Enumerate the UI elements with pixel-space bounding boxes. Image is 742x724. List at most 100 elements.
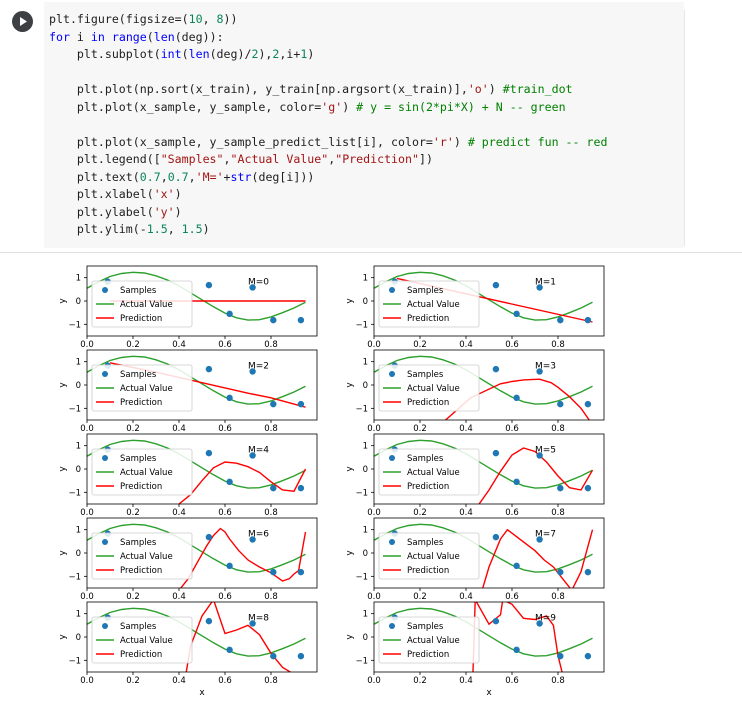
- code-token: len: [153, 29, 175, 44]
- plot-area: [374, 602, 593, 672]
- x-tick-label: 0.2: [126, 676, 140, 686]
- sample-point: [226, 562, 233, 570]
- x-axis-label: x: [199, 688, 205, 698]
- subplot-m-1: 0.0 0.2 0.4 0.6 0.8 1 0 −1 y M=1 Samples Actual Val…: [345, 265, 605, 350]
- code-editor[interactable]: plt.figure(figsize=(10, 8)) for i in ran…: [44, 2, 684, 248]
- code-token: 0.7: [139, 169, 161, 184]
- y-axis-label: y: [58, 466, 68, 472]
- code-token: 10: [188, 12, 203, 26]
- y-tick-label: 0: [76, 297, 81, 307]
- x-tick-label: 0.0: [367, 340, 381, 350]
- y-tick-label: 1: [76, 274, 81, 284]
- legend: Samples Actual Value Prediction: [378, 532, 480, 580]
- code-line: plt.xlabel('x'): [49, 187, 182, 201]
- y-tick-label: 1: [363, 274, 368, 284]
- output-divider: [0, 252, 742, 253]
- subplot-m-9: 0.0 0.2 0.4 0.6 0.8 1 0 −1 y x M=9 Samples Actual Va…: [345, 601, 605, 698]
- y-tick-label: 0: [76, 633, 81, 643]
- legend: Samples Actual Value Prediction: [91, 280, 193, 328]
- legend-entry-label: Prediction: [120, 398, 162, 408]
- code-token: plt.ylabel(: [49, 204, 154, 219]
- legend-entry-label: Prediction: [407, 398, 449, 408]
- x-tick-label: 0.6: [218, 592, 232, 602]
- x-tick-label: 0.6: [218, 508, 232, 518]
- legend-entry-label: Prediction: [407, 314, 449, 324]
- legend-entry-label: Prediction: [407, 482, 449, 492]
- legend-entry-label: Actual Value: [407, 468, 460, 478]
- code-line: plt.plot(np.sort(x_train), y_train[np.ar…: [49, 82, 573, 96]
- code-token: 2: [272, 47, 280, 61]
- legend: Samples Actual Value Prediction: [378, 364, 480, 412]
- legend-entry-label: Samples: [407, 370, 444, 380]
- y-tick-label: −1: [68, 320, 81, 330]
- x-tick-label: 0.0: [80, 424, 94, 434]
- y-tick-label: 0: [76, 465, 81, 475]
- x-tick-label: 0.0: [80, 508, 94, 518]
- legend-entry-label: Samples: [120, 454, 157, 464]
- x-tick-label: 0.8: [551, 676, 565, 686]
- legend-entry-label: Prediction: [120, 314, 162, 324]
- y-axis-label: y: [58, 382, 68, 388]
- code-token: in: [90, 29, 105, 44]
- actual-value-line: [87, 439, 306, 489]
- actual-value-line: [374, 439, 593, 489]
- legend-box: [378, 616, 480, 664]
- subplot-m-6: 0.0 0.2 0.4 0.6 0.8 1 0 −1 y M=6 Samples Actual Val…: [58, 517, 318, 602]
- y-axis-label: y: [58, 550, 68, 556]
- x-tick-label: 0.4: [172, 676, 186, 686]
- code-token: plt.subplot(: [49, 47, 161, 61]
- y-tick-label: −1: [68, 656, 81, 666]
- code-token: ): [342, 99, 357, 114]
- y-axis-label: y: [58, 634, 68, 640]
- y-tick-label: −1: [355, 656, 368, 666]
- code-token: 'x': [153, 187, 175, 201]
- code-line: plt.subplot(int(len(deg)/2),2,i+1): [49, 47, 314, 61]
- y-tick-label: 1: [76, 442, 81, 452]
- prediction-line: [179, 527, 307, 588]
- y-tick-label: −1: [355, 320, 368, 330]
- x-tick-label: 0.8: [264, 592, 278, 602]
- x-tick-label: 0.0: [367, 508, 381, 518]
- sample-point: [536, 536, 543, 543]
- code-token: ,i+: [279, 47, 301, 61]
- code-token: plt.ylim(-: [49, 222, 147, 236]
- sample-point: [536, 284, 543, 291]
- legend-entry-label: Actual Value: [120, 468, 173, 478]
- y-tick-label: 0: [363, 465, 368, 475]
- legend: Samples Actual Value Prediction: [91, 532, 193, 580]
- run-cell-button[interactable]: [12, 11, 33, 32]
- sample-point: [513, 562, 520, 570]
- legend-samples-marker: [102, 455, 108, 461]
- code-token: 8: [216, 12, 224, 26]
- subplot-m-2: 0.0 0.2 0.4 0.6 0.8 1 0 −1 y M=2 Samples Actual Val…: [58, 349, 318, 434]
- code-token: (deg[i])): [251, 169, 315, 184]
- x-tick-label: 0.6: [505, 676, 519, 686]
- x-tick-label: 0.0: [80, 676, 94, 686]
- y-tick-label: 0: [363, 549, 368, 559]
- code-token: ): [174, 187, 182, 201]
- x-tick-label: 0.2: [126, 340, 140, 350]
- subplot-m-3: 0.0 0.2 0.4 0.6 0.8 1 0 −1 y M=3 Samples Actual Val…: [345, 349, 605, 434]
- code-token: plt.text(: [49, 169, 140, 184]
- x-tick-label: 0.2: [126, 592, 140, 602]
- legend-entry-label: Samples: [407, 454, 444, 464]
- code-token: [105, 30, 112, 44]
- x-tick-label: 0.6: [505, 508, 519, 518]
- x-tick-label: 0.2: [413, 424, 427, 434]
- sample-point: [536, 620, 543, 627]
- legend: Samples Actual Value Prediction: [378, 280, 480, 328]
- legend-samples-marker: [389, 371, 395, 377]
- legend: Samples Actual Value Prediction: [91, 448, 193, 496]
- legend-entry-label: Actual Value: [407, 552, 460, 562]
- sample-point: [513, 478, 520, 486]
- code-token: 1.5: [181, 222, 203, 236]
- code-token: # predict fun -- red: [467, 134, 608, 149]
- x-tick-label: 0.8: [551, 592, 565, 602]
- degree-label: M=5: [535, 446, 556, 456]
- code-text[interactable]: plt.figure(figsize=(10, 8)) for i in ran…: [49, 11, 607, 239]
- x-tick-label: 0.2: [126, 424, 140, 434]
- editor-scrollbar[interactable]: [684, 10, 685, 246]
- x-tick-label: 0.4: [459, 592, 473, 602]
- code-token: +: [223, 169, 231, 184]
- code-token: plt.figure(figsize=(: [49, 12, 189, 26]
